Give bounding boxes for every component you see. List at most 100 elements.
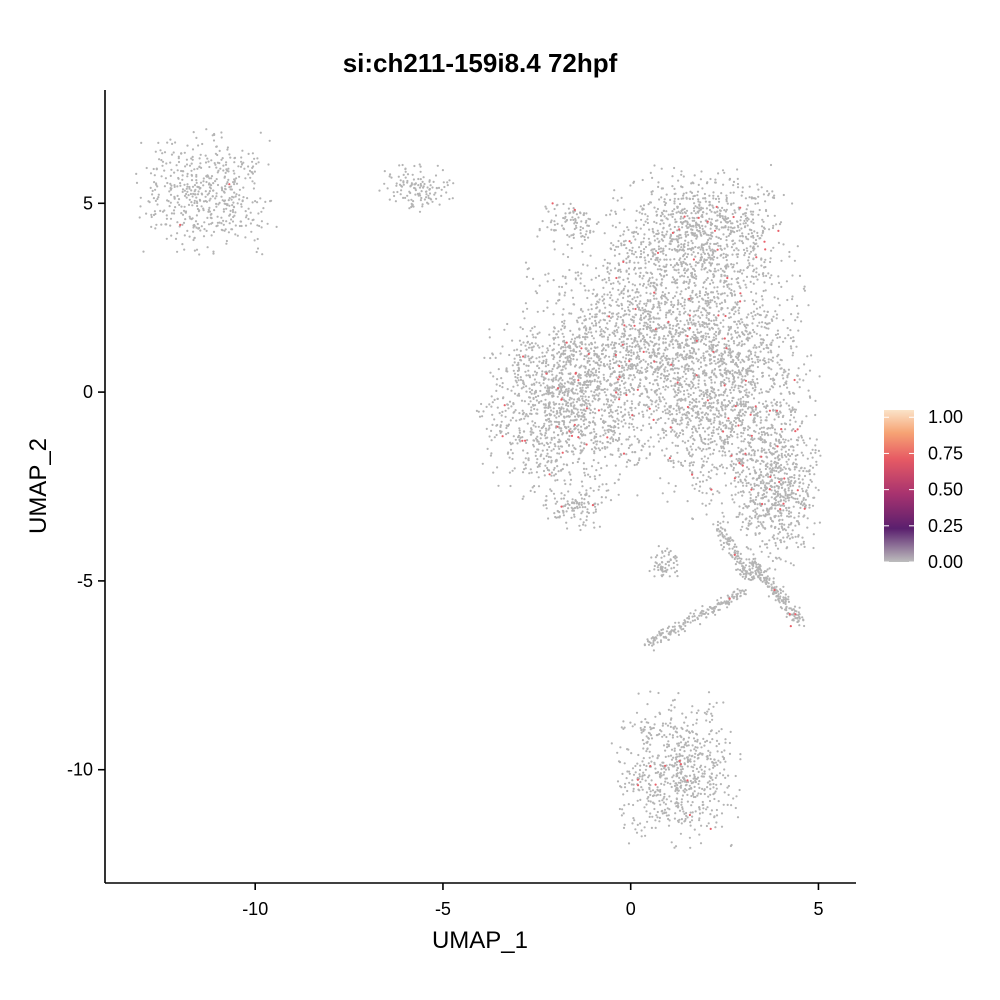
cell-point [640, 252, 643, 256]
cell-point [533, 490, 536, 494]
cell-point [626, 345, 629, 348]
cell-point [513, 349, 516, 352]
cell-point [736, 326, 739, 329]
cell-point [442, 181, 445, 184]
cell-point [723, 209, 726, 212]
cell-point [550, 370, 553, 373]
cell-point [195, 226, 198, 229]
cell-point [501, 382, 504, 385]
cell-point [679, 377, 682, 380]
cell-point [624, 330, 627, 333]
cell-point [513, 361, 516, 364]
cell-point [625, 353, 628, 357]
cell-point [794, 408, 798, 411]
cell-point [513, 392, 517, 395]
cell-point [639, 205, 642, 208]
cell-point [594, 276, 598, 279]
cell-point [718, 302, 722, 305]
cell-point [404, 168, 407, 171]
cell-point [697, 200, 700, 203]
cell-point [646, 215, 649, 218]
cell-point [409, 191, 412, 195]
cell-point [609, 316, 613, 319]
cell-point [518, 429, 521, 432]
cell-point [730, 263, 733, 266]
cell-point [600, 361, 603, 364]
cell-point [639, 294, 642, 297]
cell-point [613, 189, 616, 192]
cell-point [736, 182, 740, 186]
cell-point [169, 161, 172, 164]
cell-point [546, 442, 549, 446]
cell-point [696, 206, 699, 209]
cell-point [238, 188, 241, 191]
cell-point [536, 235, 539, 238]
cell-point [694, 427, 697, 430]
cell-point [721, 337, 724, 340]
cell-point [533, 439, 536, 442]
cell-point [654, 330, 657, 333]
cell-point [583, 403, 586, 407]
cell-point [765, 274, 768, 277]
cell-point [151, 193, 154, 196]
cell-point [534, 395, 538, 399]
cell-point [496, 423, 499, 427]
cell-point [580, 364, 583, 367]
cell-point [646, 333, 649, 336]
cell-point [694, 255, 697, 258]
cell-point [501, 386, 504, 389]
cell-point [659, 250, 662, 253]
cell-point [807, 304, 810, 307]
cell-point [782, 193, 785, 197]
cell-point [585, 355, 588, 358]
cell-point [674, 282, 677, 285]
cell-point [560, 497, 563, 500]
cell-point [609, 442, 612, 445]
cell-point [538, 465, 541, 468]
cell-point [555, 416, 558, 419]
cell-point [490, 395, 493, 398]
cell-point [750, 335, 754, 338]
cell-point [553, 403, 556, 406]
cell-point [590, 341, 593, 345]
cell-point [205, 128, 208, 131]
cell-point [246, 197, 249, 200]
cell-point [676, 307, 679, 311]
cell-point [713, 300, 717, 303]
cell-point [672, 266, 675, 269]
cell-point [582, 392, 585, 395]
cell-point [764, 361, 768, 364]
cell-point [757, 195, 760, 198]
cell-point [588, 343, 591, 346]
cell-point [582, 447, 586, 450]
cell-point [722, 439, 726, 443]
cell-point [541, 370, 544, 373]
cell-point [646, 409, 649, 412]
cell-point [217, 203, 220, 206]
cell-point [218, 201, 221, 204]
cell-point [676, 378, 679, 381]
cell-point [185, 187, 188, 190]
cell-point [623, 418, 626, 421]
cell-point [173, 212, 176, 215]
cell-point [542, 359, 545, 362]
cell-point [698, 294, 701, 298]
cell-point [753, 382, 756, 385]
cell-point [525, 390, 528, 393]
cell-point [652, 305, 655, 308]
cell-point [703, 413, 707, 416]
cell-point [719, 382, 722, 385]
chart-title: si:ch211-159i8.4 72hpf [343, 48, 618, 78]
cell-point [544, 362, 548, 365]
cell-point [552, 313, 555, 316]
cell-point [756, 183, 759, 186]
cell-point [617, 245, 620, 248]
cell-point [510, 339, 514, 342]
cell-point [704, 299, 707, 302]
cell-point [200, 166, 203, 169]
cell-point [232, 206, 236, 209]
cell-point [657, 248, 661, 251]
cell-point [693, 333, 696, 336]
cell-point [638, 302, 641, 305]
cell-point [698, 400, 701, 403]
